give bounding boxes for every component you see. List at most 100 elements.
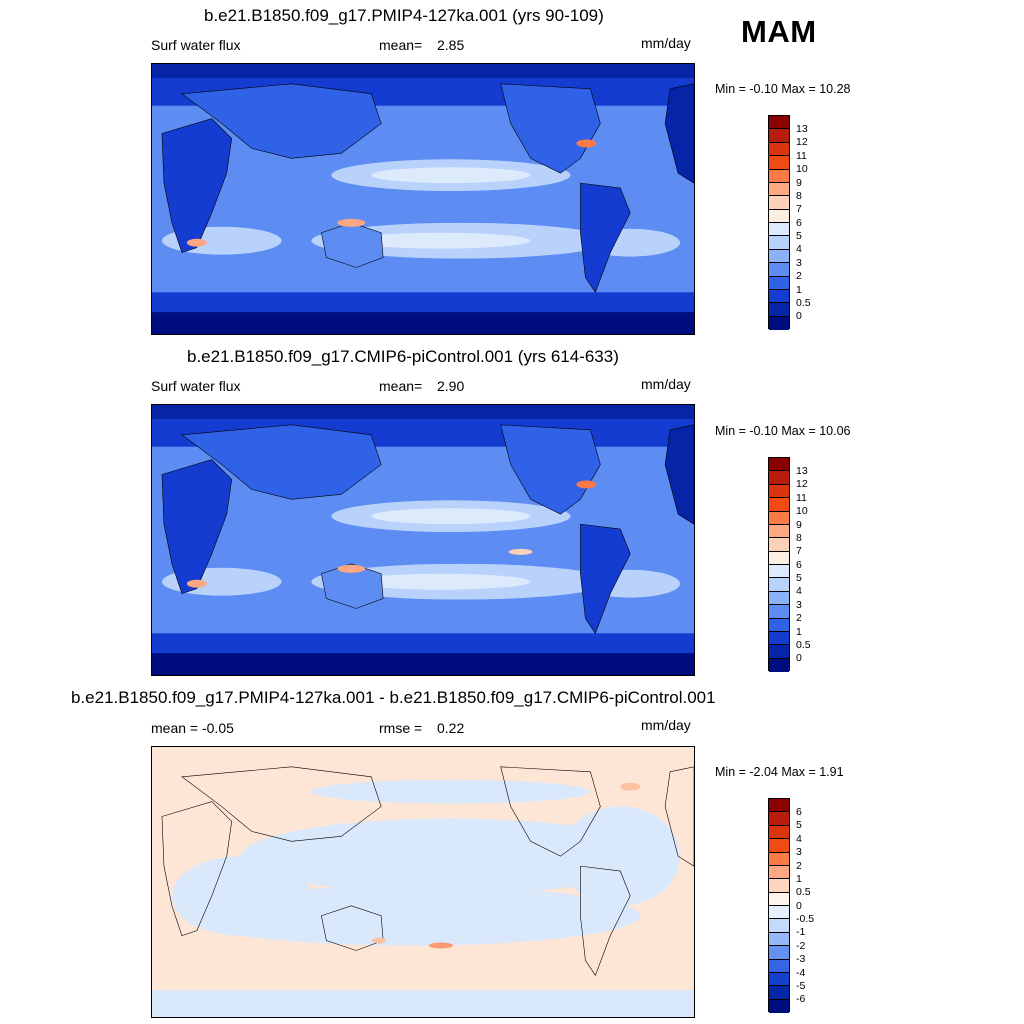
panel-3-colorbar bbox=[768, 798, 790, 1013]
colorbar-tick: 5 bbox=[796, 572, 802, 584]
colorbar-swatch bbox=[769, 223, 789, 237]
colorbar-tick: 11 bbox=[796, 150, 807, 162]
colorbar-swatch bbox=[769, 116, 789, 130]
colorbar-tick: -1 bbox=[796, 926, 806, 938]
panel-3-map-svg bbox=[152, 747, 694, 1017]
colorbar-swatch bbox=[769, 591, 789, 606]
colorbar-swatch bbox=[769, 209, 789, 223]
colorbar-tick: 1 bbox=[796, 626, 802, 638]
panel-3-units: mm/day bbox=[641, 717, 691, 733]
panel-3-rmse-value: 0.22 bbox=[437, 720, 465, 736]
panel-2-map-svg bbox=[152, 405, 694, 675]
panel-1-colorbar bbox=[768, 115, 790, 330]
colorbar-swatch bbox=[769, 852, 789, 866]
panel-2-map bbox=[151, 404, 695, 676]
panel-1-mean-label: mean= bbox=[379, 37, 423, 53]
colorbar-tick: 5 bbox=[796, 819, 802, 831]
colorbar-tick: 2 bbox=[796, 860, 802, 872]
colorbar-tick: 8 bbox=[796, 532, 802, 544]
colorbar-tick: 3 bbox=[796, 846, 802, 858]
colorbar-swatch bbox=[769, 498, 789, 512]
colorbar-swatch bbox=[769, 825, 789, 840]
colorbar-swatch bbox=[769, 471, 789, 485]
colorbar-tick: 4 bbox=[796, 585, 802, 597]
colorbar-swatch bbox=[769, 263, 789, 277]
colorbar-swatch bbox=[769, 142, 789, 157]
panel-3-rmse-label: rmse = bbox=[379, 720, 423, 736]
colorbar-tick: 0 bbox=[796, 900, 802, 912]
colorbar-tick: 9 bbox=[796, 177, 802, 189]
colorbar-swatch bbox=[769, 892, 789, 906]
panel-1-variable-label: Surf water flux bbox=[151, 37, 241, 53]
colorbar-tick: 5 bbox=[796, 230, 802, 242]
panel-2-units: mm/day bbox=[641, 376, 691, 392]
colorbar-tick: 0.5 bbox=[796, 886, 811, 898]
colorbar-swatch bbox=[769, 932, 789, 947]
colorbar-tick: -6 bbox=[796, 993, 806, 1005]
colorbar-swatch bbox=[769, 249, 789, 264]
colorbar-swatch bbox=[769, 799, 789, 813]
colorbar-swatch bbox=[769, 946, 789, 960]
colorbar-swatch bbox=[769, 169, 789, 183]
colorbar-tick: 6 bbox=[796, 806, 802, 818]
colorbar-tick: 0 bbox=[796, 652, 802, 664]
colorbar-tick: 6 bbox=[796, 559, 802, 571]
colorbar-swatch bbox=[769, 538, 789, 552]
colorbar-tick: 0.5 bbox=[796, 297, 811, 309]
colorbar-swatch bbox=[769, 812, 789, 826]
colorbar-swatch bbox=[769, 865, 789, 880]
panel-2-mean-label: mean= bbox=[379, 378, 423, 394]
colorbar-swatch bbox=[769, 289, 789, 304]
colorbar-tick: 6 bbox=[796, 217, 802, 229]
colorbar-swatch bbox=[769, 999, 789, 1013]
colorbar-swatch bbox=[769, 986, 789, 1000]
colorbar-swatch bbox=[769, 631, 789, 646]
colorbar-tick: 4 bbox=[796, 243, 802, 255]
season-label: MAM bbox=[741, 14, 817, 49]
colorbar-tick: 11 bbox=[796, 492, 807, 504]
panel-2-colorbar bbox=[768, 457, 790, 672]
colorbar-swatch bbox=[769, 316, 789, 330]
colorbar-tick: 8 bbox=[796, 190, 802, 202]
colorbar-tick: 10 bbox=[796, 163, 808, 175]
colorbar-tick: 7 bbox=[796, 545, 802, 557]
colorbar-tick: -3 bbox=[796, 953, 806, 965]
panel-2-mean-value: 2.90 bbox=[437, 378, 465, 394]
colorbar-swatch bbox=[769, 578, 789, 592]
panel-3-mean-label: mean = -0.05 bbox=[151, 720, 234, 736]
colorbar-swatch bbox=[769, 618, 789, 632]
colorbar-swatch bbox=[769, 458, 789, 472]
colorbar-swatch bbox=[769, 551, 789, 565]
colorbar-tick: 3 bbox=[796, 599, 802, 611]
colorbar-tick: 9 bbox=[796, 519, 802, 531]
colorbar-swatch bbox=[769, 129, 789, 143]
panel-1-minmax: Min = -0.10 Max = 10.28 bbox=[715, 82, 851, 96]
colorbar-tick: -4 bbox=[796, 967, 806, 979]
colorbar-swatch bbox=[769, 879, 789, 893]
colorbar-tick: 3 bbox=[796, 257, 802, 269]
colorbar-swatch bbox=[769, 156, 789, 170]
colorbar-swatch bbox=[769, 645, 789, 659]
colorbar-tick: 13 bbox=[796, 123, 808, 135]
panel-1-map-svg bbox=[152, 64, 694, 334]
colorbar-swatch bbox=[769, 906, 789, 920]
colorbar-swatch bbox=[769, 565, 789, 579]
panel-1-title: b.e21.B1850.f09_g17.PMIP4-127ka.001 (yrs… bbox=[204, 6, 604, 25]
colorbar-swatch bbox=[769, 276, 789, 290]
colorbar-swatch bbox=[769, 919, 789, 933]
colorbar-tick: 2 bbox=[796, 612, 802, 624]
colorbar-swatch bbox=[769, 972, 789, 987]
colorbar-tick: 2 bbox=[796, 270, 802, 282]
colorbar-swatch bbox=[769, 959, 789, 973]
colorbar-tick: 1 bbox=[796, 873, 802, 885]
colorbar-tick: 4 bbox=[796, 833, 802, 845]
colorbar-swatch bbox=[769, 182, 789, 197]
panel-1-mean-value: 2.85 bbox=[437, 37, 465, 53]
colorbar-swatch bbox=[769, 524, 789, 539]
colorbar-tick: 0.5 bbox=[796, 639, 811, 651]
colorbar-tick: -5 bbox=[796, 980, 806, 992]
panel-1-units: mm/day bbox=[641, 35, 691, 51]
panel-2-minmax: Min = -0.10 Max = 10.06 bbox=[715, 424, 851, 438]
panel-3-minmax: Min = -2.04 Max = 1.91 bbox=[715, 765, 844, 779]
panel-3-title: b.e21.B1850.f09_g17.PMIP4-127ka.001 - b.… bbox=[71, 688, 716, 707]
